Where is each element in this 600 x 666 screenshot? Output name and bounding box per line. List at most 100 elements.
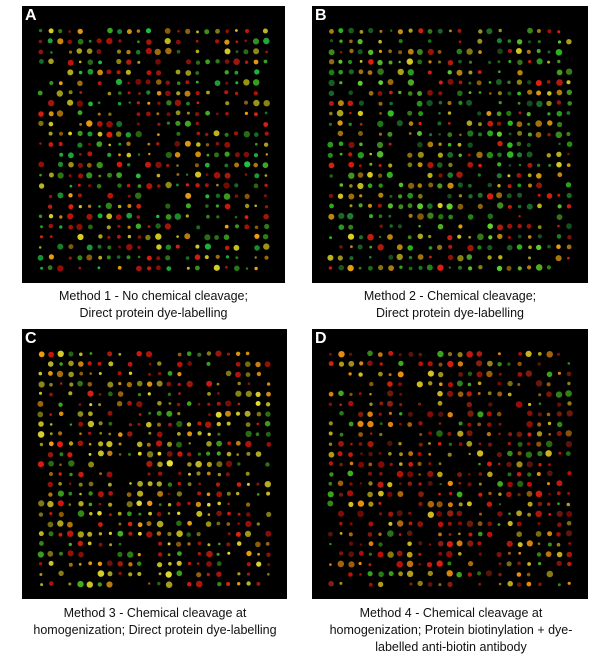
- array-spot: [49, 382, 53, 387]
- array-spot: [516, 472, 522, 477]
- array-spot: [417, 131, 422, 136]
- array-spot: [157, 471, 163, 476]
- array-spot: [106, 131, 113, 138]
- array-spot: [368, 451, 373, 457]
- array-spot: [388, 254, 394, 260]
- array-spot: [328, 266, 333, 270]
- array-spot: [556, 79, 563, 86]
- array-spot: [518, 352, 522, 356]
- array-spot: [207, 502, 211, 507]
- array-spot: [77, 142, 83, 148]
- array-spot: [187, 361, 192, 366]
- array-spot: [68, 90, 73, 95]
- array-spot: [165, 581, 173, 588]
- array-spot: [156, 112, 160, 116]
- array-spot: [476, 351, 483, 357]
- array-spot: [216, 421, 221, 427]
- array-spot: [48, 471, 54, 477]
- array-spot: [418, 473, 421, 476]
- array-spot: [207, 432, 211, 436]
- array-spot: [337, 130, 344, 137]
- array-spot: [348, 122, 352, 127]
- array-spot: [517, 361, 522, 367]
- array-spot: [438, 532, 442, 537]
- array-spot: [359, 482, 363, 485]
- array-spot: [47, 521, 54, 528]
- array-spot: [507, 223, 513, 229]
- array-spot: [517, 372, 523, 377]
- array-spot: [157, 184, 161, 188]
- array-spot: [407, 422, 413, 427]
- array-spot: [224, 132, 229, 137]
- array-spot: [547, 542, 552, 547]
- array-spot: [507, 235, 512, 240]
- array-spot: [488, 81, 492, 84]
- array-spot: [177, 352, 182, 357]
- array-spot: [185, 183, 189, 187]
- array-spot: [215, 142, 220, 146]
- array-spot: [506, 193, 512, 199]
- array-spot: [357, 172, 364, 178]
- array-spot: [378, 101, 383, 106]
- array-spot: [478, 132, 482, 137]
- array-spot: [506, 110, 512, 116]
- array-spot: [358, 266, 362, 270]
- array-spot: [447, 382, 454, 388]
- array-spot: [418, 501, 423, 507]
- array-spot: [408, 451, 414, 457]
- array-spot: [459, 133, 462, 137]
- array-spot: [497, 48, 503, 55]
- array-spot: [167, 503, 172, 507]
- array-spot: [328, 431, 333, 436]
- array-spot: [547, 29, 552, 34]
- array-spot: [498, 70, 501, 73]
- array-spot: [87, 151, 93, 157]
- array-spot: [517, 542, 523, 548]
- array-spot: [206, 351, 212, 356]
- array-spot: [246, 502, 251, 507]
- array-spot: [48, 172, 54, 178]
- array-spot: [165, 151, 172, 159]
- array-spot: [176, 501, 181, 507]
- array-spot: [328, 49, 335, 56]
- array-spot: [508, 164, 512, 167]
- array-spot: [496, 131, 502, 137]
- array-spot: [508, 132, 512, 136]
- array-spot: [566, 521, 572, 526]
- array-spot: [497, 511, 503, 517]
- array-spot: [234, 215, 238, 219]
- array-spot: [428, 452, 432, 456]
- array-spot: [77, 440, 84, 447]
- array-spot: [418, 225, 421, 228]
- array-spot: [118, 382, 122, 386]
- array-spot: [146, 442, 151, 447]
- array-spot: [438, 462, 442, 466]
- array-spot: [456, 69, 463, 76]
- array-spot: [328, 451, 335, 458]
- array-spot: [339, 581, 343, 585]
- array-spot: [417, 580, 423, 587]
- array-spot: [438, 80, 443, 85]
- array-spot: [329, 352, 332, 356]
- array-spot: [448, 491, 453, 496]
- array-spot: [527, 562, 531, 566]
- array-spot: [398, 533, 402, 536]
- array-spot: [176, 49, 181, 54]
- array-spot: [566, 511, 573, 517]
- array-spot: [156, 79, 162, 85]
- array-spot: [186, 111, 190, 115]
- array-spot: [234, 70, 239, 75]
- array-spot: [407, 162, 413, 168]
- array-spot: [234, 224, 240, 229]
- array-spot: [347, 470, 354, 477]
- array-spot: [88, 411, 93, 417]
- array-spot: [165, 181, 172, 189]
- array-spot: [244, 203, 250, 209]
- array-spot: [567, 362, 571, 365]
- array-spot: [466, 99, 473, 106]
- caption-a-line-2: Direct protein dye-labelling: [79, 306, 228, 320]
- array-spot: [246, 562, 251, 567]
- array-spot: [535, 531, 542, 537]
- array-spot: [527, 173, 532, 178]
- array-spot: [48, 460, 54, 467]
